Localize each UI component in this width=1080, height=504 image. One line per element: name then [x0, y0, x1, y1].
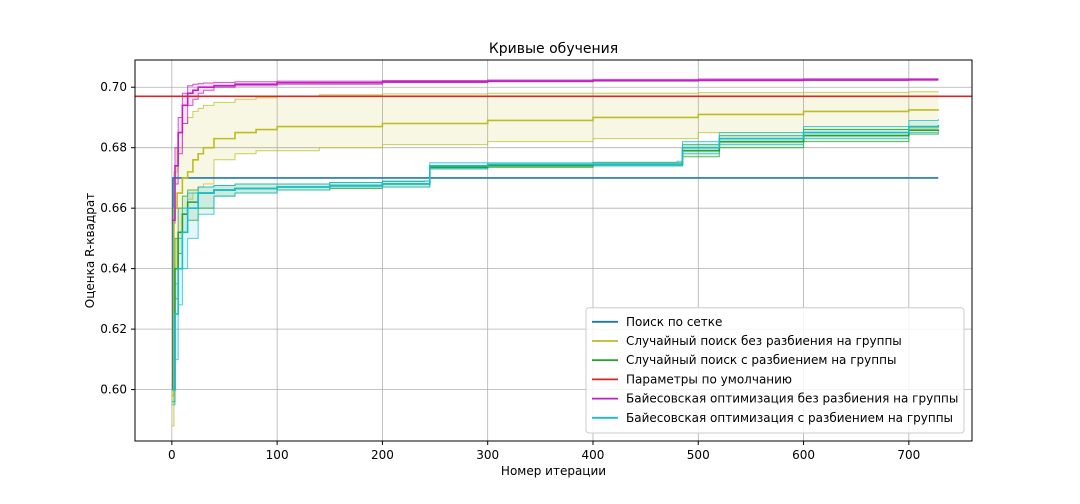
legend-entry-label: Поиск по сетке [626, 315, 722, 329]
x-tick-label: 400 [582, 448, 605, 462]
x-tick-label: 600 [792, 448, 815, 462]
legend-entry-label: Байесовская оптимизация без разбиения на… [626, 392, 958, 406]
y-tick-label: 0.66 [100, 201, 127, 215]
x-tick-label: 700 [897, 448, 920, 462]
band-upper-line [171, 118, 939, 360]
y-tick-label: 0.62 [100, 322, 127, 336]
legend-entry-label: Байесовская оптимизация с разбиением на … [626, 411, 953, 425]
x-tick-label: 200 [371, 448, 394, 462]
y-tick-label: 0.68 [100, 141, 127, 155]
plot-frame [134, 59, 973, 442]
series-line [171, 125, 940, 391]
y-axis-label: Оценка R-квадрат [83, 193, 97, 308]
series-line [171, 78, 939, 222]
series-lines [135, 78, 972, 427]
y-tick-label: 0.70 [100, 80, 127, 94]
series-line [171, 109, 940, 397]
x-tick-label: 500 [687, 448, 710, 462]
legend-entry-label: Параметры по умолчанию [626, 372, 792, 386]
y-tick-label: 0.64 [100, 262, 127, 276]
x-tick-label: 100 [266, 448, 289, 462]
legend-entry-label: Случайный поиск без разбиения на группы [626, 334, 902, 348]
legend-box [585, 307, 965, 434]
x-axis-label: Номер итерации [501, 464, 606, 478]
confidence-bands [171, 78, 939, 426]
y-tick-label: 0.60 [100, 383, 127, 397]
band-fill [171, 91, 939, 426]
axis-ticks: 0 100 200 300 400 500 600 700 0.60 0.62 0.64 0.66 0.… [100, 80, 920, 462]
x-tick-label: 0 [168, 448, 176, 462]
chart-title: Кривые обучения [489, 41, 618, 57]
x-tick-label: 300 [476, 448, 499, 462]
legend: Поиск по сетке Случайный поиск без разбие… [585, 307, 965, 434]
legend-entry-label: Случайный поиск с разбиением на группы [626, 353, 896, 367]
